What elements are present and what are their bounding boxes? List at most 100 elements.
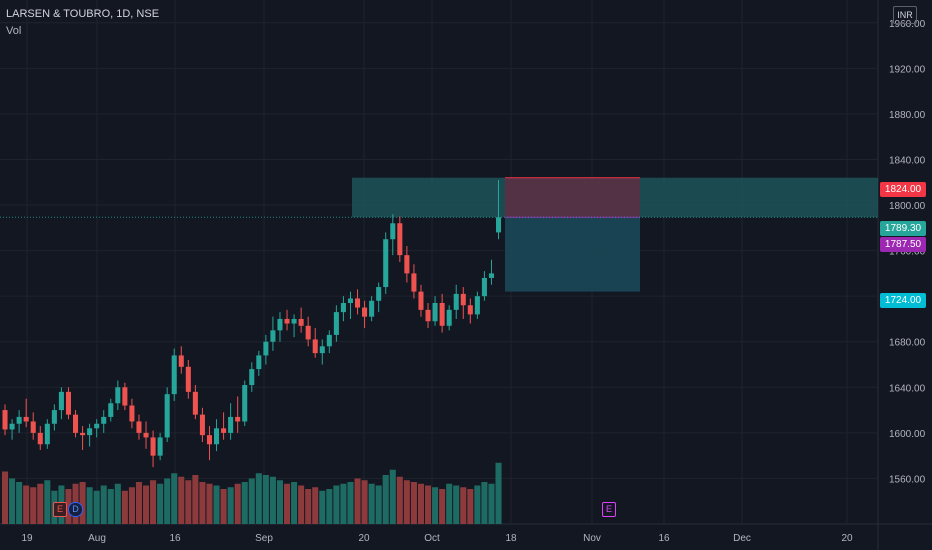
currency-button[interactable]: INR <box>893 6 917 24</box>
volume-bar <box>121 490 128 524</box>
candle-body <box>347 298 353 304</box>
candle-body <box>376 287 382 301</box>
y-tick-label: 1840.00 <box>889 155 926 166</box>
volume-bar <box>185 480 192 524</box>
candle-body <box>453 293 459 310</box>
volume-bar <box>403 480 410 524</box>
candle-body <box>87 428 93 436</box>
volume-bar <box>23 485 30 524</box>
candle-body <box>228 416 234 433</box>
last-price-tag: 1789.30 <box>880 221 926 236</box>
volume-bar <box>262 475 269 524</box>
candle-body <box>467 305 473 315</box>
volume-bar <box>199 482 206 524</box>
y-tick-label: 1880.00 <box>889 110 926 121</box>
volume-bar <box>135 482 142 524</box>
volume-bar <box>298 485 305 524</box>
volume-bar <box>361 480 368 524</box>
candle-body <box>206 435 212 445</box>
candle-body <box>214 428 220 445</box>
volume-bar <box>79 482 86 524</box>
candle-body <box>2 410 8 430</box>
candle-body <box>404 255 410 274</box>
candle-body <box>446 309 452 326</box>
y-tick-label: 1640.00 <box>889 383 926 394</box>
candle-body <box>340 303 346 313</box>
candle-body <box>157 437 163 456</box>
candle-body <box>73 414 79 433</box>
candle-body <box>9 423 15 430</box>
candle-body <box>418 291 424 310</box>
candle-body <box>298 318 304 326</box>
candle-body <box>122 387 128 406</box>
target-price-tag: 1724.00 <box>880 293 926 308</box>
volume-bar <box>241 482 248 524</box>
x-tick-label: 18 <box>505 533 517 544</box>
y-tick-label: 1920.00 <box>889 64 926 75</box>
symbol-title[interactable]: LARSEN & TOUBRO, 1D, NSE <box>6 8 160 20</box>
volume-bar <box>2 471 9 524</box>
volume-bar <box>375 485 382 524</box>
candle-body <box>199 414 205 436</box>
volume-bar <box>178 476 185 524</box>
volume-bar <box>107 489 114 524</box>
volume-bar <box>368 483 375 524</box>
candle-body <box>108 403 114 417</box>
volume-bar <box>425 485 432 524</box>
y-tick-label: 1760.00 <box>889 247 926 258</box>
entry-price-tag: 1787.50 <box>880 237 926 252</box>
candle-body <box>305 325 311 340</box>
candle-body <box>58 391 64 411</box>
candle-body <box>355 298 361 308</box>
candle-body <box>397 223 403 256</box>
candle-body <box>136 421 142 433</box>
volume-bar <box>446 483 453 524</box>
volume-bar <box>9 478 16 524</box>
dividend-event-icon[interactable]: D <box>68 502 83 517</box>
candle-body <box>439 303 445 326</box>
stop-price-tag: 1824.00 <box>880 182 926 197</box>
candle-body <box>44 423 50 445</box>
volume-bar <box>291 482 298 524</box>
volume-bar <box>340 483 347 524</box>
volume-bar <box>396 476 403 524</box>
volume-indicator-label[interactable]: Vol <box>6 25 22 37</box>
candle-body <box>333 312 339 335</box>
volume-bar <box>192 475 199 524</box>
volume-bar <box>347 482 354 524</box>
candle-body <box>235 416 241 422</box>
volume-bar <box>276 480 283 524</box>
volume-bar <box>227 487 234 524</box>
volume-bar <box>333 485 340 524</box>
candle-body <box>390 223 396 240</box>
x-tick-label: Sep <box>255 533 273 544</box>
profit-target-zone <box>505 217 640 292</box>
earnings-event-icon[interactable]: E <box>53 502 67 517</box>
upcoming-earnings-event-icon[interactable]: E <box>602 502 616 517</box>
volume-bar <box>93 490 100 524</box>
candle-body <box>488 273 494 278</box>
volume-bar <box>37 483 44 524</box>
volume-bar <box>234 483 241 524</box>
candle-body <box>94 423 100 429</box>
candle-body <box>496 217 502 233</box>
volume-bar <box>164 478 171 524</box>
candle-body <box>432 303 438 322</box>
volume-bar <box>248 478 255 524</box>
volume-bar <box>312 487 319 524</box>
volume-bar <box>305 489 312 524</box>
volume-bar <box>171 473 178 524</box>
x-tick-label: Aug <box>88 533 106 544</box>
volume-bar <box>467 489 474 524</box>
volume-bar <box>44 480 51 524</box>
volume-bar <box>488 483 495 524</box>
stop-loss-zone <box>505 177 640 218</box>
candle-body <box>326 334 332 347</box>
x-tick-label: Dec <box>733 533 751 544</box>
candle-body <box>129 405 135 422</box>
volume-bar <box>213 485 220 524</box>
volume-bar <box>206 483 213 524</box>
volume-bar <box>220 489 227 524</box>
volume-bar <box>474 485 481 524</box>
